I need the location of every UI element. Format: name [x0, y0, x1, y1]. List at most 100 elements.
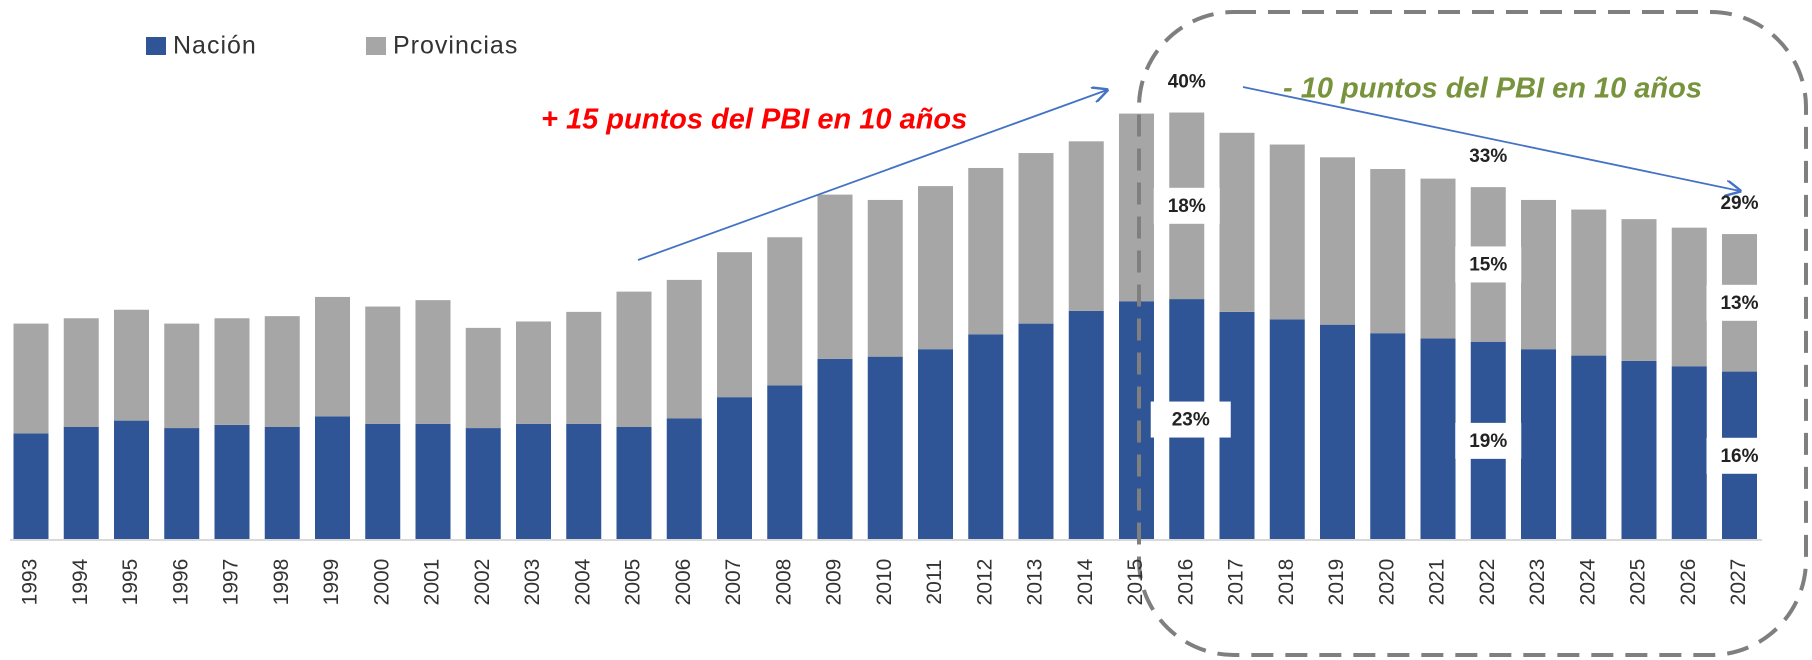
legend-label: Nación: [173, 32, 257, 60]
bar-segment: [767, 385, 803, 540]
x-tick-label: 2007: [722, 559, 745, 606]
x-tick-label: 2016: [1174, 559, 1197, 606]
bar-segment: [264, 316, 300, 428]
bar-segment: [1671, 227, 1707, 367]
x-tick-label: 1997: [220, 559, 243, 606]
x-tick-label: 2014: [1074, 558, 1097, 605]
bar-segment: [164, 323, 200, 429]
bar-segment: [1571, 355, 1607, 540]
label-box: [1706, 284, 1773, 321]
bar-segment: [516, 423, 551, 540]
data-label: 19%: [1469, 431, 1507, 452]
total-label: 33%: [1469, 146, 1507, 167]
annotation: - 10 puntos del PBI en 10 años: [1283, 73, 1702, 105]
bar-segment: [164, 428, 200, 540]
bar-segment: [566, 311, 602, 424]
legend-swatch: [146, 37, 166, 55]
label-box: [1153, 187, 1220, 224]
label-box: [1455, 246, 1522, 283]
label-box: [1150, 401, 1231, 438]
bar-segment: [13, 433, 49, 540]
bar-segment: [1521, 349, 1556, 540]
bar-segment: [365, 423, 401, 540]
bar-segment: [1420, 338, 1456, 540]
bar-segment: [1320, 324, 1355, 540]
x-tick-label: 2019: [1325, 559, 1348, 606]
bar-segment: [13, 323, 49, 434]
bar-segment: [1370, 169, 1406, 334]
trend-arrow-up: [637, 90, 1107, 261]
x-tick-label: 1996: [169, 559, 192, 606]
x-tick-label: 2004: [571, 558, 594, 605]
bar-segment: [918, 186, 953, 350]
data-label: 15%: [1469, 254, 1507, 275]
bar-segment: [114, 309, 149, 421]
bar-segment: [1068, 141, 1104, 311]
label-box: [1706, 437, 1773, 474]
legend-swatch: [366, 37, 386, 55]
x-tick-label: 2010: [873, 559, 896, 606]
bar-segment: [63, 318, 99, 428]
x-tick-label: 2013: [1024, 559, 1047, 606]
x-tick-label: 2021: [1426, 559, 1449, 606]
x-tick-label: 2002: [471, 559, 494, 606]
bar-segment: [1320, 157, 1355, 325]
x-tick-label: 1994: [69, 558, 92, 605]
bar-segment: [717, 397, 752, 540]
bar-segment: [1119, 301, 1154, 540]
bar-segment: [1269, 319, 1305, 540]
bars: [13, 112, 1757, 540]
bar-segment: [1119, 113, 1154, 302]
x-tick-label: 2012: [973, 559, 996, 606]
bar-segment: [415, 300, 451, 424]
x-tick-label: 2027: [1727, 559, 1750, 606]
bar-segment: [214, 424, 250, 540]
bar-segment: [918, 349, 953, 540]
x-tick-label: 2008: [772, 559, 795, 606]
x-tick-label: 2017: [1225, 559, 1248, 606]
bar-segment: [1420, 178, 1456, 339]
data-label: 13%: [1720, 293, 1758, 314]
data-label: 16%: [1720, 446, 1758, 467]
x-tick-label: 2003: [521, 559, 544, 606]
x-tick-label: 2020: [1375, 559, 1398, 606]
x-tick-label: 2018: [1275, 559, 1298, 606]
bar-segment: [968, 167, 1004, 335]
x-tick-label: 2006: [672, 559, 695, 606]
labels: 23% 18% 19% 15% 16% 13%: [1150, 187, 1773, 474]
bar-segment: [1370, 333, 1406, 540]
total-label: 40%: [1168, 72, 1206, 93]
bar-segment: [516, 321, 551, 424]
x-tick-label: 2001: [421, 559, 444, 606]
x-tick-label: 1998: [270, 559, 293, 606]
bar-segment: [114, 420, 149, 540]
highlight-frame: [1137, 10, 1808, 657]
data-label: 18%: [1168, 196, 1206, 217]
bar-segment: [315, 296, 350, 417]
x-tick-label: 2025: [1627, 559, 1650, 606]
x-tick-label: 2023: [1526, 559, 1549, 606]
bar-segment: [1018, 153, 1054, 324]
x-tick-label: 2000: [370, 559, 393, 606]
bar-segment: [867, 356, 903, 540]
bar-segment: [867, 199, 903, 357]
bar-segment: [465, 327, 501, 429]
x-tick-label: 2011: [923, 559, 946, 604]
x-tick-label: 2022: [1476, 559, 1499, 606]
bar-segment: [817, 194, 853, 359]
bar-segment: [1018, 323, 1054, 540]
x-tick-label: 2005: [622, 559, 645, 606]
bar-segment: [465, 428, 501, 540]
x-tick-label: 1995: [119, 559, 142, 606]
x-tick-label: 2015: [1124, 559, 1147, 606]
x-tick-label: 2009: [823, 559, 846, 606]
bar-segment: [1269, 144, 1305, 320]
x-tick-label: 2026: [1677, 559, 1700, 606]
legend-label: Provincias: [393, 32, 518, 60]
bar-segment: [717, 252, 752, 398]
bar-segment: [616, 427, 652, 540]
bar-segment: [1571, 209, 1607, 356]
bar-segment: [666, 418, 702, 540]
annotation: + 15 puntos del PBI en 10 años: [541, 104, 967, 136]
